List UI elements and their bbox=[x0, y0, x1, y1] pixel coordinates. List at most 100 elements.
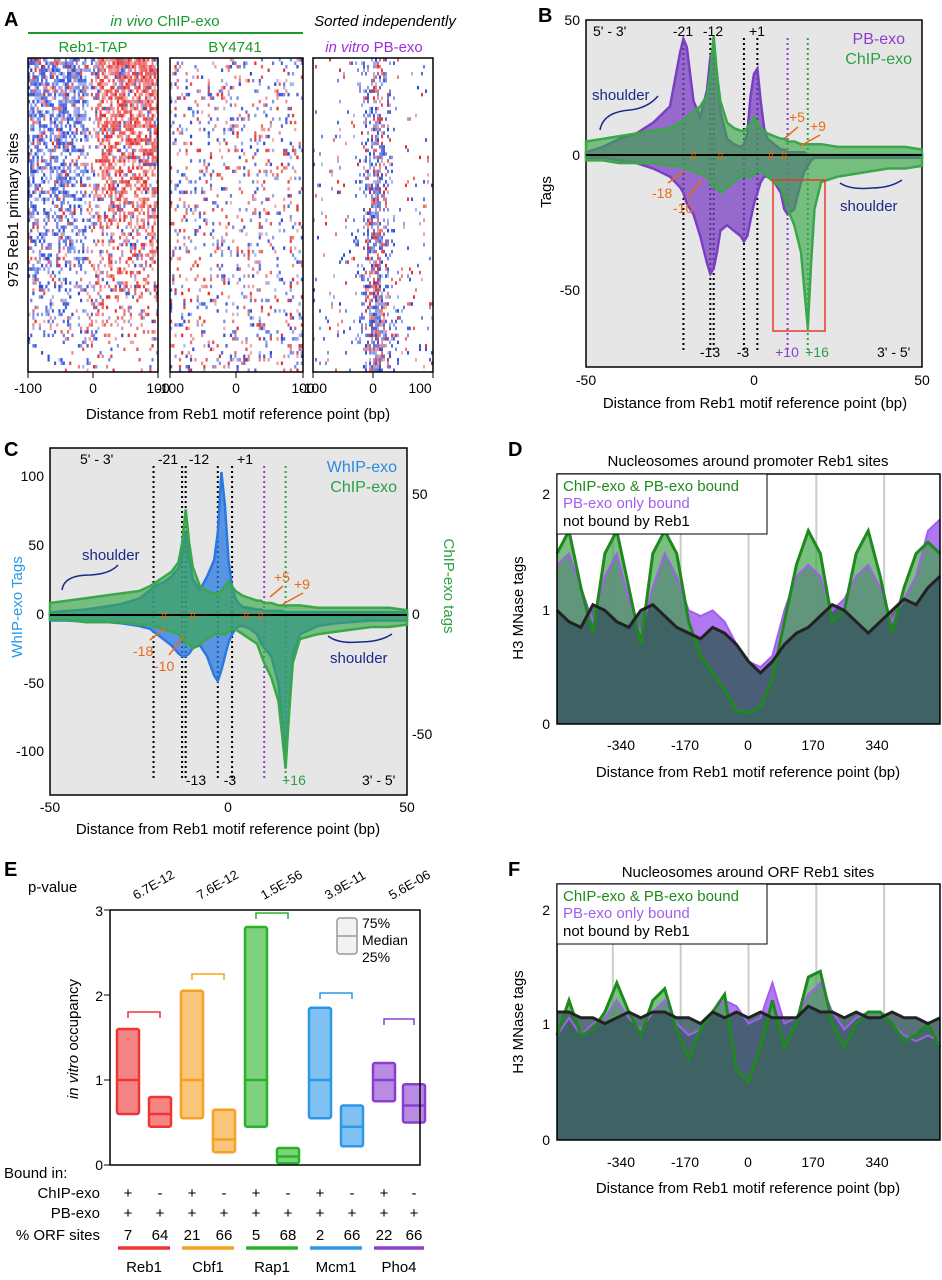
heat-cell bbox=[252, 103, 255, 107]
heat-cell bbox=[289, 298, 292, 303]
heat-cell bbox=[207, 82, 210, 86]
heat-cell bbox=[361, 131, 363, 135]
heat-cell bbox=[247, 169, 250, 174]
heat-cell bbox=[127, 169, 130, 174]
heat-cell bbox=[234, 354, 237, 359]
heat-cell bbox=[365, 351, 367, 355]
heat-cell bbox=[136, 71, 139, 76]
heat-cell bbox=[45, 232, 48, 236]
heat-cell bbox=[183, 235, 186, 240]
heat-cell bbox=[423, 204, 425, 209]
heat-cell bbox=[371, 138, 373, 142]
heat-cell bbox=[49, 131, 52, 135]
heat-cell bbox=[198, 302, 202, 306]
heat-cell bbox=[60, 134, 63, 139]
heat-cell bbox=[220, 176, 224, 181]
heat-cell bbox=[196, 263, 199, 268]
heat-cell bbox=[258, 211, 261, 215]
heat-cell bbox=[28, 267, 31, 271]
heat-cell bbox=[238, 187, 241, 191]
heat-cell bbox=[289, 347, 292, 352]
heat-cell bbox=[75, 131, 78, 135]
heat-cell bbox=[132, 99, 135, 104]
heat-cell bbox=[276, 78, 279, 83]
heat-cell bbox=[77, 148, 80, 153]
heat-cell bbox=[393, 218, 395, 222]
heat-cell bbox=[265, 173, 268, 177]
heat-cell bbox=[136, 253, 139, 257]
heat-cell bbox=[337, 333, 339, 338]
heat-cell bbox=[101, 96, 104, 100]
heat-cell bbox=[34, 68, 37, 72]
heat-cell bbox=[155, 239, 158, 243]
heat-cell bbox=[67, 113, 70, 118]
heat-cell bbox=[174, 246, 177, 250]
heat-cell bbox=[77, 68, 80, 72]
heat-cell bbox=[103, 333, 106, 338]
heat-cell bbox=[62, 82, 65, 86]
heat-cell bbox=[134, 131, 137, 135]
heat-cell bbox=[32, 312, 35, 317]
heat-cell bbox=[383, 305, 385, 310]
heat-cell bbox=[56, 256, 59, 261]
heat-cell bbox=[174, 187, 177, 191]
heat-cell bbox=[134, 288, 137, 292]
heat-cell bbox=[423, 242, 425, 247]
heat-cell bbox=[153, 148, 156, 153]
heat-cell bbox=[381, 131, 383, 135]
heat-cell bbox=[269, 162, 272, 167]
heat-cell bbox=[300, 295, 303, 299]
heat-cell bbox=[178, 368, 182, 372]
heat-cell bbox=[298, 145, 301, 149]
heat-cell bbox=[254, 138, 257, 142]
heat-cell bbox=[129, 284, 132, 289]
heat-cell bbox=[30, 148, 33, 153]
heat-cell bbox=[125, 242, 128, 247]
heat-cell bbox=[110, 221, 113, 226]
heat-cell bbox=[367, 187, 369, 191]
heat-cell bbox=[129, 176, 132, 181]
heat-cell bbox=[47, 253, 50, 257]
heat-cell bbox=[375, 242, 377, 247]
heat-cell bbox=[41, 190, 44, 195]
heat-cell bbox=[88, 281, 91, 285]
heat-cell bbox=[36, 221, 39, 226]
heat-cell bbox=[294, 221, 297, 226]
orange-site-marker: # bbox=[243, 608, 251, 623]
heat-cell bbox=[60, 71, 63, 76]
heat-cell bbox=[367, 148, 369, 153]
heat-cell bbox=[411, 270, 413, 275]
heat-cell bbox=[36, 166, 39, 170]
heat-cell bbox=[62, 319, 65, 324]
heat-cell bbox=[185, 354, 188, 359]
heat-cell bbox=[278, 270, 281, 275]
heat-cell bbox=[97, 263, 100, 268]
heat-cell bbox=[123, 162, 126, 167]
heat-cell bbox=[395, 319, 397, 324]
heat-cell bbox=[119, 235, 122, 240]
heat-cell bbox=[377, 221, 379, 226]
heat-cell bbox=[88, 183, 91, 188]
p-value-label: 6.7E-12 bbox=[130, 867, 177, 903]
heat-cell bbox=[136, 78, 139, 83]
heat-cell bbox=[145, 235, 148, 240]
heat-cell bbox=[289, 312, 292, 317]
heat-cell bbox=[112, 64, 115, 69]
heat-cell bbox=[138, 124, 141, 128]
heat-cell bbox=[75, 173, 78, 177]
heat-cell bbox=[263, 103, 266, 107]
heat-cell bbox=[138, 211, 141, 215]
heat-cell bbox=[69, 211, 72, 215]
heat-cell bbox=[56, 75, 59, 79]
heat-cell bbox=[192, 263, 195, 268]
heat-cell bbox=[151, 190, 154, 195]
heat-cell bbox=[383, 302, 385, 306]
heat-cell bbox=[73, 225, 76, 229]
heat-cell bbox=[389, 351, 391, 355]
heat-cell bbox=[185, 249, 188, 254]
heat-cell bbox=[294, 176, 297, 181]
heat-cell bbox=[129, 82, 132, 86]
heat-cell bbox=[30, 152, 33, 156]
heat-cell bbox=[121, 117, 124, 121]
heat-cell bbox=[32, 61, 35, 65]
